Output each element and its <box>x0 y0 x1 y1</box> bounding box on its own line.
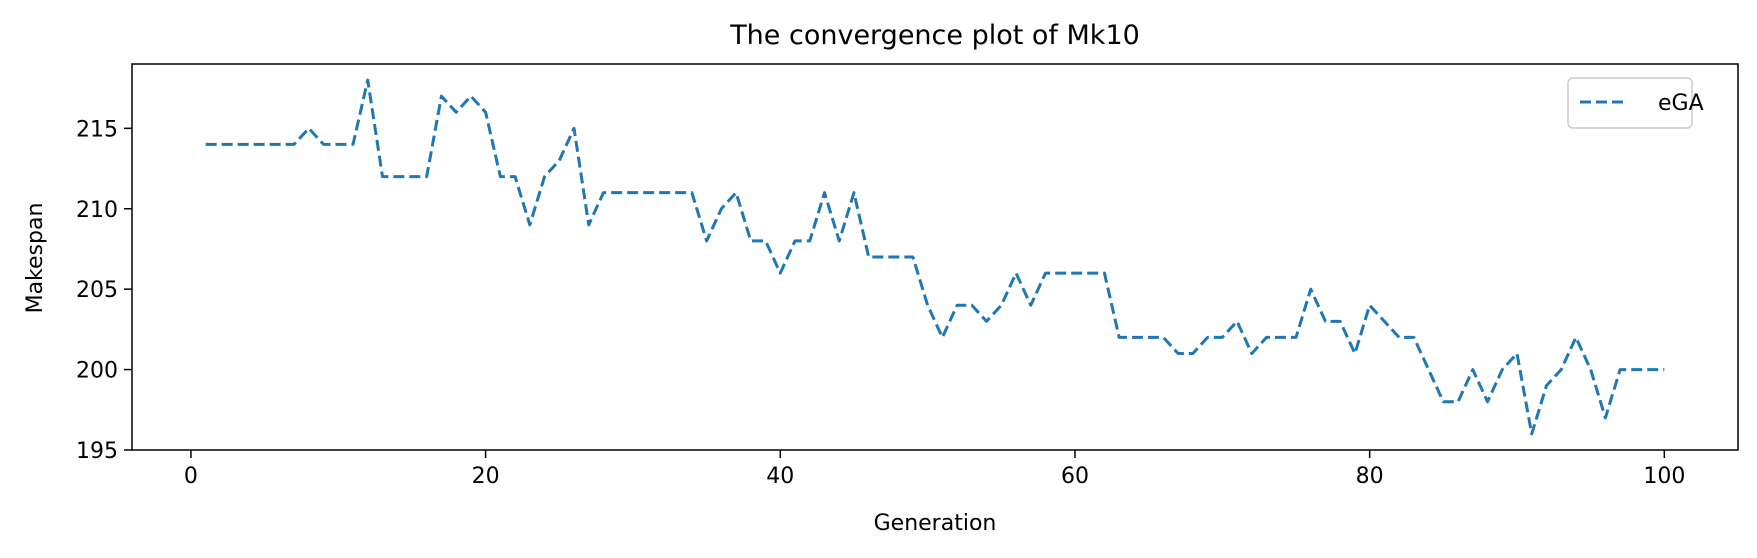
y-axis-label: Makespan <box>23 203 48 314</box>
x-tick-label: 0 <box>184 464 198 489</box>
y-tick-label: 205 <box>76 278 118 303</box>
plot-area <box>131 63 1739 451</box>
x-axis: 0 20 40 60 80 100 <box>184 450 1685 489</box>
x-tick-label: 80 <box>1356 464 1384 489</box>
legend-box <box>1567 77 1693 129</box>
x-axis-label: Generation <box>874 511 997 536</box>
plot-frame <box>131 63 1739 451</box>
legend-series-label: eGA <box>1658 91 1704 116</box>
x-tick-label: 40 <box>766 464 794 489</box>
y-tick-label: 200 <box>76 359 118 384</box>
x-tick-label: 20 <box>472 464 500 489</box>
x-tick-label: 60 <box>1061 464 1089 489</box>
y-tick-label: 215 <box>76 117 118 142</box>
y-tick-label: 195 <box>76 439 118 464</box>
y-axis: 195 200 205 210 215 <box>76 117 132 464</box>
chart-title: The convergence plot of Mk10 <box>729 20 1140 51</box>
y-tick-label: 210 <box>76 198 118 223</box>
x-tick-label: 100 <box>1643 464 1685 489</box>
legend: eGA <box>1567 77 1704 129</box>
